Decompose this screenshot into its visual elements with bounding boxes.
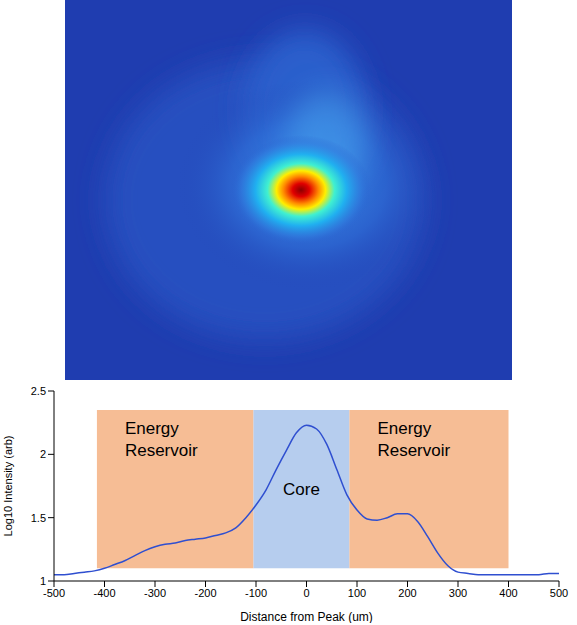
svg-text:Core: Core xyxy=(283,480,320,499)
svg-text:1: 1 xyxy=(40,575,46,587)
svg-text:0: 0 xyxy=(303,587,309,599)
svg-text:-200: -200 xyxy=(194,587,216,599)
svg-text:2.5: 2.5 xyxy=(31,385,46,397)
svg-text:EnergyReservoir: EnergyReservoir xyxy=(377,419,450,460)
svg-text:-300: -300 xyxy=(144,587,166,599)
svg-text:-400: -400 xyxy=(93,587,115,599)
svg-text:Log10 Intensity (arb): Log10 Intensity (arb) xyxy=(2,436,14,537)
svg-text:400: 400 xyxy=(499,587,517,599)
svg-text:Distance from Peak (um): Distance from Peak (um) xyxy=(240,610,373,623)
svg-text:EnergyReservoir: EnergyReservoir xyxy=(125,419,198,460)
svg-text:-100: -100 xyxy=(245,587,267,599)
svg-text:200: 200 xyxy=(398,587,416,599)
svg-text:500: 500 xyxy=(550,587,568,599)
svg-text:-500: -500 xyxy=(43,587,65,599)
svg-text:2: 2 xyxy=(40,448,46,460)
svg-text:100: 100 xyxy=(348,587,366,599)
svg-text:1.5: 1.5 xyxy=(31,512,46,524)
svg-text:300: 300 xyxy=(449,587,467,599)
